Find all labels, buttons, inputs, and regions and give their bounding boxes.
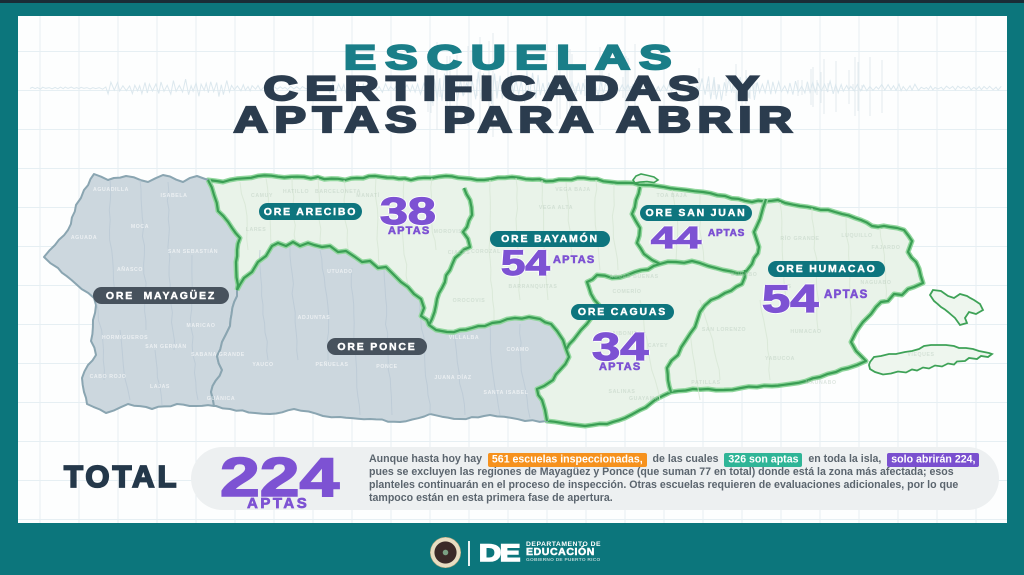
svg-text:YABUCOA: YABUCOA [765,356,795,362]
svg-text:UTUADO: UTUADO [327,269,353,275]
svg-text:SAN SEBASTIÁN: SAN SEBASTIÁN [168,248,218,255]
svg-text:SANTA ISABEL: SANTA ISABEL [484,390,529,396]
svg-text:GURABO: GURABO [731,272,758,278]
svg-text:SAN GERMÁN: SAN GERMÁN [145,343,186,350]
svg-text:VILLALBA: VILLALBA [449,335,479,341]
svg-text:CIALES: CIALES [448,250,471,256]
svg-text:HUMACAO: HUMACAO [790,329,821,335]
svg-text:SAN LORENZO: SAN LORENZO [702,327,746,333]
svg-text:COROZAL: COROZAL [471,249,501,255]
svg-text:AGUADA: AGUADA [71,235,97,241]
svg-text:MOCA: MOCA [131,224,149,230]
svg-text:COMERÍO: COMERÍO [613,287,642,295]
svg-text:PONCE: PONCE [376,364,397,370]
svg-text:BARCELONETA: BARCELONETA [315,189,361,195]
svg-text:JUNCOS: JUNCOS [766,284,791,290]
svg-text:CAMUY: CAMUY [251,193,273,199]
svg-text:RÍO GRANDE: RÍO GRANDE [780,234,819,242]
svg-text:AGUAS BUENAS: AGUAS BUENAS [609,274,658,280]
svg-text:GUÁNICA: GUÁNICA [207,395,235,402]
svg-text:NAGUABO: NAGUABO [860,280,891,286]
svg-text:SALINAS: SALINAS [609,389,636,395]
svg-text:VEGA BAJA: VEGA BAJA [555,187,590,193]
svg-text:CABO ROJO: CABO ROJO [90,374,127,380]
svg-text:MAUNABO: MAUNABO [805,380,836,386]
svg-text:OROCOVIS: OROCOVIS [453,298,486,304]
svg-text:ADJUNTAS: ADJUNTAS [298,315,331,321]
svg-text:LARES: LARES [246,227,267,233]
svg-text:SABANA GRANDE: SABANA GRANDE [191,352,245,358]
svg-text:COAMO: COAMO [507,347,530,353]
svg-text:FAJARDO: FAJARDO [872,245,901,251]
svg-text:MANATÍ: MANATÍ [356,191,379,199]
svg-text:AGUADILLA: AGUADILLA [93,187,129,193]
svg-text:HATILLO: HATILLO [283,189,309,195]
svg-text:GUAYAMA: GUAYAMA [629,396,659,402]
svg-text:MARICAO: MARICAO [187,323,216,329]
svg-text:YAUCO: YAUCO [252,362,273,368]
svg-text:PEÑUELAS: PEÑUELAS [315,361,348,368]
svg-text:ISABELA: ISABELA [161,193,188,199]
svg-text:MOROVIS: MOROVIS [434,229,463,235]
svg-text:BARRANQUITAS: BARRANQUITAS [509,284,558,290]
svg-text:VIEQUES: VIEQUES [907,352,934,358]
svg-text:HORMIGUEROS: HORMIGUEROS [102,335,148,341]
svg-text:TOA BAJA: TOA BAJA [656,193,687,199]
svg-text:LUQUILLO: LUQUILLO [841,233,872,239]
svg-text:PATILLAS: PATILLAS [691,380,720,386]
svg-text:AÑASCO: AÑASCO [117,266,143,273]
svg-text:VEGA ALTA: VEGA ALTA [539,205,573,211]
svg-text:JUANA DÍAZ: JUANA DÍAZ [434,373,471,381]
svg-text:AIBONITO: AIBONITO [612,331,642,337]
svg-text:CAYEY: CAYEY [648,343,668,349]
svg-text:LAJAS: LAJAS [150,384,170,390]
